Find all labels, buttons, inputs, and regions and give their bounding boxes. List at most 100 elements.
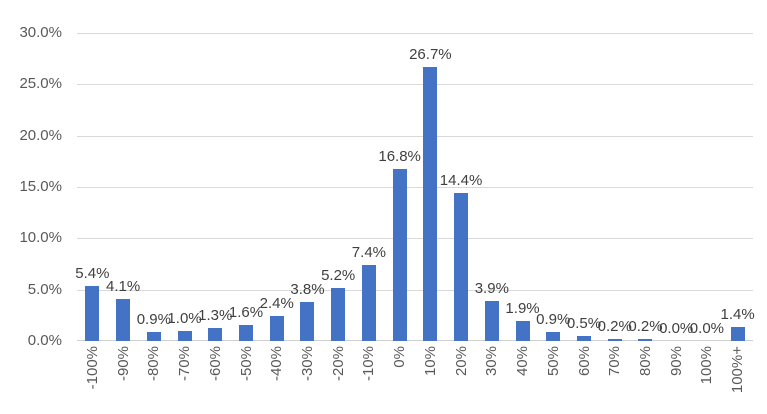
x-tick-label-text: 0% (391, 346, 409, 368)
x-axis-line (77, 340, 753, 341)
x-tick-label: -100% (82, 346, 102, 389)
bar-value-label: 7.4% (351, 244, 387, 261)
bar-value-label: 26.7% (409, 46, 452, 63)
bar-value-label: 1.3% (198, 307, 233, 324)
y-tick-label: 30.0% (19, 24, 62, 41)
bar-value-label: 0.0% (689, 320, 725, 337)
bar-value-label: 0.0% (659, 320, 694, 337)
bar-value-label: 5.2% (321, 267, 356, 284)
bar (607, 339, 622, 341)
bar-value-label: 1.6% (228, 304, 264, 321)
bar (638, 339, 653, 341)
bar-value-label: 4.1% (105, 278, 141, 295)
bar-value-label: 16.8% (378, 148, 421, 165)
x-tick-label: -60% (205, 346, 225, 381)
x-tick-label-text: -100% (83, 346, 101, 390)
x-tick-label: -70% (175, 346, 195, 381)
gridline (77, 187, 753, 188)
x-tick-label: 100%+ (728, 346, 748, 393)
x-tick-label: 30% (482, 346, 502, 376)
x-tick-label: 40% (513, 346, 533, 376)
bar-value-label: 3.9% (474, 280, 509, 297)
x-tick-label-text: -50% (237, 346, 255, 382)
bar-value-label: 14.4% (439, 172, 483, 189)
bar (423, 67, 438, 341)
y-tick-label: 5.0% (27, 280, 62, 298)
x-tick-label: 90% (666, 346, 686, 376)
x-tick-label-text: 60% (575, 346, 593, 377)
x-tick-label: 70% (605, 346, 625, 376)
bar (577, 336, 591, 341)
x-tick-label: 60% (574, 346, 594, 376)
x-tick-label-text: 30% (483, 346, 501, 377)
x-tick-label: -20% (328, 346, 348, 381)
bar-value-label: 0.9% (536, 311, 571, 328)
y-tick-label: 20.0% (19, 126, 62, 144)
x-tick-label-text: 10% (421, 346, 439, 377)
bar (239, 325, 253, 341)
x-tick-label-text: 100%+ (729, 346, 747, 394)
bar (546, 332, 561, 341)
y-tick-label: 25.0% (19, 75, 62, 93)
bar (116, 299, 131, 341)
x-tick-label-text: 70% (606, 346, 624, 377)
bar (300, 302, 315, 341)
x-tick-label: -30% (297, 346, 317, 381)
bar (454, 193, 469, 341)
gridline (77, 135, 753, 137)
bar-value-label: 1.0% (167, 310, 202, 327)
bar-value-label: 0.9% (136, 311, 171, 328)
x-tick-label: 50% (543, 346, 563, 376)
x-tick-label-text: 40% (514, 346, 532, 377)
bar-value-label: 0.2% (628, 318, 663, 335)
plot-area: 5.4% 4.1% 0.9% 1.0% 1.3% 1.6% 2.4% 3.8% 5.2% 7.4%… (75, 33, 755, 341)
x-tick-label: 0% (390, 346, 410, 368)
bar-value-label: 2.4% (259, 295, 294, 312)
x-tick-label-text: 100% (698, 346, 716, 385)
bar (269, 316, 284, 341)
x-tick-label-text: 90% (667, 346, 685, 377)
gridline (77, 289, 753, 291)
bar (146, 332, 161, 341)
x-tick-label-text: -10% (360, 346, 378, 382)
bar (85, 286, 100, 341)
x-tick-label: 20% (451, 346, 471, 376)
x-tick-label: 100% (697, 346, 717, 384)
gridline (77, 84, 753, 86)
bar (730, 327, 745, 341)
x-tick-label-text: 80% (636, 346, 654, 377)
x-tick-label-text: -60% (206, 346, 224, 382)
x-tick-label-text: -70% (176, 346, 194, 382)
x-tick-label: 10% (420, 346, 440, 376)
bar-value-label: 1.4% (720, 306, 755, 323)
bar (484, 301, 499, 341)
bar (177, 331, 192, 341)
x-tick-label: -10% (359, 346, 379, 381)
bar (331, 288, 346, 341)
x-tick-label-text: 20% (452, 346, 470, 377)
x-tick-label-text: -90% (114, 346, 132, 382)
x-tick-label: -50% (236, 346, 256, 381)
x-tick-label-text: -80% (145, 346, 163, 382)
x-tick-label: -40% (267, 346, 287, 381)
x-tick-label-text: -20% (329, 346, 347, 382)
gridline (77, 33, 753, 34)
bar-value-label: 0.2% (597, 318, 632, 335)
bar-value-label: 3.8% (290, 281, 325, 298)
x-tick-label-text: 50% (544, 346, 562, 377)
bar-value-label: 0.5% (566, 315, 602, 332)
bar-value-label: 5.4% (75, 265, 110, 282)
bar (208, 328, 223, 341)
y-tick-label: 0.0% (27, 332, 62, 349)
bar-value-label: 1.9% (505, 300, 540, 317)
bar (515, 321, 530, 341)
x-tick-label-text: -30% (298, 346, 316, 382)
x-tick-label-text: -40% (268, 346, 286, 382)
x-tick-label: -90% (113, 346, 133, 381)
y-tick-label: 15.0% (19, 178, 62, 195)
y-tick-label: 10.0% (19, 229, 62, 247)
x-tick-label: -80% (144, 346, 164, 381)
bar (361, 265, 376, 341)
gridline (77, 238, 753, 240)
